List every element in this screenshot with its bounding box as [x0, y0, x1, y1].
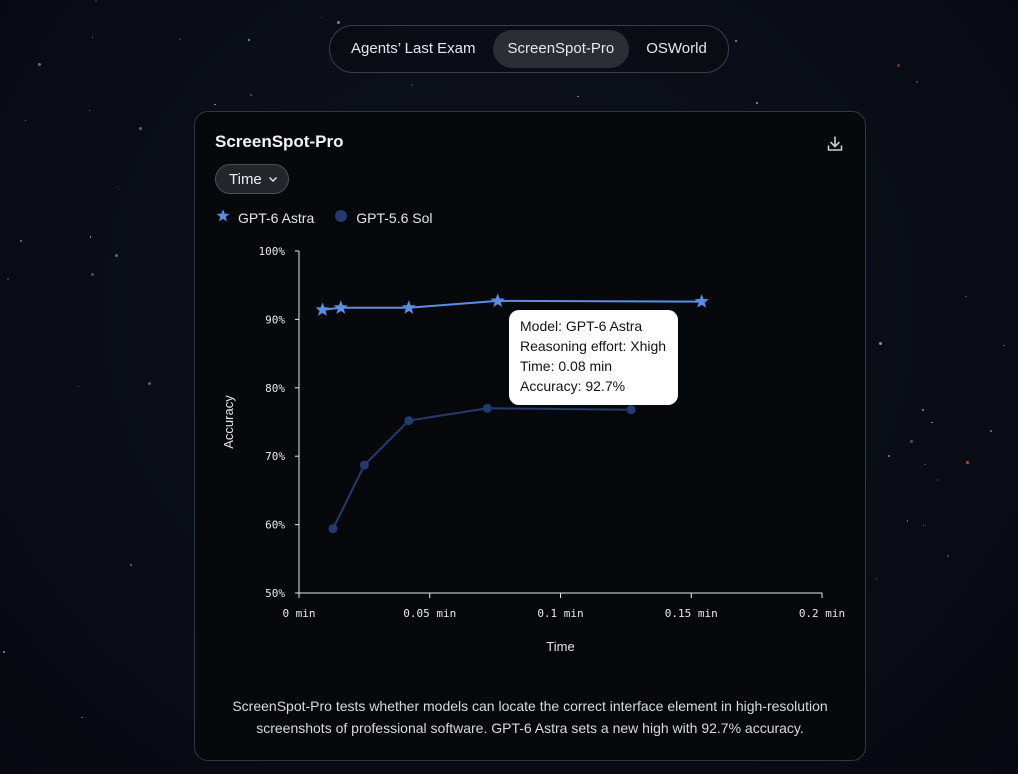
- circle-marker-icon: [334, 209, 348, 226]
- chart-legend: GPT-6 Astra GPT-5.6 Sol: [216, 209, 433, 226]
- x-tick-label: 0.05 min: [403, 607, 456, 620]
- data-point-star: [333, 300, 348, 314]
- background-star: [924, 463, 926, 466]
- background-star: [91, 36, 94, 39]
- background-star: [148, 382, 152, 386]
- background-star: [906, 520, 909, 522]
- background-star: [410, 84, 413, 87]
- star-marker-icon: [216, 209, 230, 226]
- y-tick-label: 70%: [265, 450, 285, 463]
- tooltip-effort: Reasoning effort: Xhigh: [520, 338, 667, 354]
- y-tick-label: 90%: [265, 313, 285, 326]
- chevron-down-icon: [268, 171, 278, 188]
- background-star: [7, 278, 10, 281]
- background-star: [249, 94, 252, 97]
- chart-plot: 50% 60% 70% 80% 90% 100% 0 min 0.05 min 0.1 min 0…: [221, 245, 845, 654]
- y-tick-label: 80%: [265, 382, 285, 395]
- legend-label: GPT-6 Astra: [238, 209, 315, 226]
- background-star: [931, 421, 933, 424]
- background-star: [179, 38, 181, 41]
- background-star: [336, 21, 340, 25]
- background-star: [81, 716, 83, 719]
- background-star: [139, 127, 143, 131]
- data-point-circle: [328, 524, 338, 534]
- background-star: [89, 236, 92, 238]
- background-star: [248, 39, 251, 42]
- background-star: [922, 524, 925, 527]
- background-star: [117, 188, 120, 191]
- background-star: [214, 103, 216, 106]
- background-star: [77, 385, 80, 388]
- background-star: [320, 16, 323, 19]
- data-point-star: [315, 302, 330, 316]
- background-star: [3, 651, 5, 653]
- download-icon[interactable]: [825, 134, 845, 154]
- background-star: [94, 0, 97, 3]
- background-star: [19, 239, 22, 242]
- background-star: [916, 81, 919, 84]
- x-tick-label: 0.15 min: [665, 607, 718, 620]
- benchmark-card: ScreenSpot-Pro Time GPT-6 Astra GPT-5.6 …: [194, 111, 866, 761]
- background-star: [888, 454, 890, 457]
- background-star: [875, 578, 878, 580]
- data-point-star: [694, 294, 709, 308]
- data-point-star: [401, 300, 416, 314]
- x-tick-label: 0.2 min: [799, 607, 845, 620]
- background-star: [114, 253, 118, 257]
- background-star: [947, 554, 950, 557]
- tab-agents-last-exam[interactable]: Agents’ Last Exam: [351, 40, 476, 57]
- data-point-circle: [626, 405, 636, 415]
- data-point-tooltip: Model: GPT-6 Astra Reasoning effort: Xhi…: [509, 310, 678, 405]
- x-tick-label: 0 min: [282, 607, 315, 620]
- y-axis-label: Accuracy: [221, 395, 236, 449]
- x-axis-metric-select[interactable]: Time: [215, 164, 289, 194]
- background-star: [88, 109, 91, 112]
- background-star: [577, 95, 579, 98]
- background-star: [922, 408, 925, 411]
- data-point-circle: [404, 416, 414, 426]
- legend-item-sol[interactable]: GPT-5.6 Sol: [334, 209, 433, 226]
- tooltip-time: Time: 0.08 min: [520, 358, 613, 374]
- benchmark-tab-bar: Agents’ Last Exam ScreenSpot-Pro OSWorld: [329, 25, 729, 73]
- background-star: [734, 40, 737, 43]
- tooltip-accuracy: Accuracy: 92.7%: [520, 378, 626, 394]
- legend-item-astra[interactable]: GPT-6 Astra: [216, 209, 314, 226]
- chart-caption: ScreenSpot-Pro tests whether models can …: [232, 698, 828, 736]
- y-tick-label: 100%: [259, 245, 286, 258]
- data-point-star: [490, 293, 505, 307]
- y-tick-label: 50%: [265, 587, 285, 600]
- background-star: [910, 439, 914, 443]
- background-star: [990, 429, 993, 432]
- background-star: [879, 341, 883, 345]
- background-star: [129, 563, 132, 566]
- background-star: [90, 272, 94, 276]
- background-star: [936, 479, 939, 481]
- card-title: ScreenSpot-Pro: [215, 132, 344, 151]
- x-tick-label: 0.1 min: [537, 607, 583, 620]
- background-star: [38, 63, 42, 67]
- y-tick-label: 60%: [265, 519, 285, 532]
- tab-screenspot-pro[interactable]: ScreenSpot-Pro: [492, 30, 630, 68]
- x-axis-label: Time: [546, 639, 574, 654]
- background-star: [965, 295, 967, 298]
- data-point-circle: [482, 403, 492, 413]
- background-star: [965, 461, 969, 465]
- data-point-circle: [359, 460, 369, 470]
- series-line-astra: [322, 299, 702, 311]
- legend-label: GPT-5.6 Sol: [356, 209, 433, 226]
- background-star: [896, 64, 900, 68]
- background-star: [1003, 344, 1005, 347]
- background-star: [756, 102, 758, 104]
- tab-osworld[interactable]: OSWorld: [646, 40, 707, 57]
- select-value: Time: [229, 170, 262, 188]
- background-star: [24, 119, 27, 122]
- series-line-sol: [332, 407, 632, 530]
- tooltip-model: Model: GPT-6 Astra: [520, 318, 643, 334]
